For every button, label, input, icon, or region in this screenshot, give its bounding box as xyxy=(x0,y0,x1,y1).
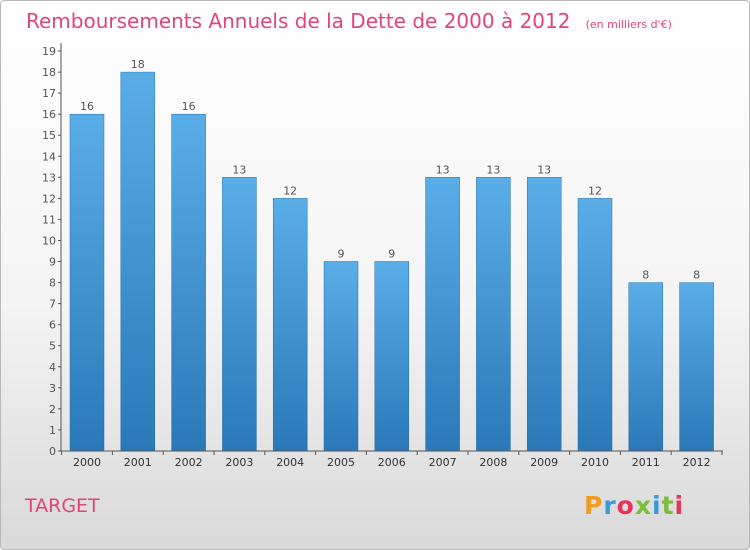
data-label-2010: 12 xyxy=(588,184,602,197)
location-label: TARGET xyxy=(25,495,100,517)
data-label-2000: 16 xyxy=(80,100,94,113)
bar-2009 xyxy=(526,177,562,452)
x-tick-label-2003: 2003 xyxy=(225,456,253,469)
x-tick-label-2011: 2011 xyxy=(632,456,660,469)
y-tick-label-5: 5 xyxy=(49,340,56,353)
data-label-2012: 8 xyxy=(693,269,700,282)
bar-2007 xyxy=(425,177,460,452)
logo-letter: P xyxy=(584,491,604,520)
y-tick-label-2: 2 xyxy=(49,403,56,416)
y-tick-label-12: 12 xyxy=(42,192,56,205)
x-tick-label-2007: 2007 xyxy=(429,456,457,469)
bar-2008 xyxy=(476,177,511,452)
y-tick-label-14: 14 xyxy=(42,150,56,163)
bar-2010 xyxy=(577,198,613,452)
y-tick-label-3: 3 xyxy=(49,382,56,395)
x-tick-label-2006: 2006 xyxy=(378,456,406,469)
data-label-2004: 12 xyxy=(283,184,297,197)
logo-letter: r xyxy=(603,491,617,520)
bar-2003 xyxy=(222,177,257,452)
data-label-2001: 18 xyxy=(131,58,145,71)
y-tick-label-19: 19 xyxy=(42,45,56,58)
chart-subtitle: (en milliers d'€) xyxy=(585,18,672,31)
chart-title: Remboursements Annuels de la Dette de 20… xyxy=(26,9,571,33)
y-tick-label-13: 13 xyxy=(42,171,56,184)
logo-letter: o xyxy=(616,491,635,520)
y-tick-label-10: 10 xyxy=(42,235,56,248)
data-label-2007: 13 xyxy=(436,163,450,176)
logo-letter: i xyxy=(674,491,685,520)
x-tick-label-2009: 2009 xyxy=(530,456,558,469)
bar-2002 xyxy=(171,113,206,452)
data-label-2002: 16 xyxy=(182,100,196,113)
x-tick-label-2012: 2012 xyxy=(683,456,711,469)
proxiti-logo[interactable]: Proxiti xyxy=(584,491,684,520)
y-tick-label-11: 11 xyxy=(42,213,56,226)
y-tick-label-15: 15 xyxy=(42,129,56,142)
axis-group: 2000 2001 2002 2003 2004 2005 2006 2007 2008 2009… xyxy=(42,43,723,469)
x-tick-label-2005: 2005 xyxy=(327,456,355,469)
data-label-2005: 9 xyxy=(338,248,345,261)
bar-2012 xyxy=(679,282,714,452)
y-tick-label-6: 6 xyxy=(49,319,56,332)
y-tick-label-0: 0 xyxy=(49,445,56,458)
bar-2005 xyxy=(323,261,359,452)
x-tick-label-2002: 2002 xyxy=(175,456,203,469)
x-tick-label-2008: 2008 xyxy=(479,456,507,469)
data-label-2011: 8 xyxy=(642,269,649,282)
data-label-2006: 9 xyxy=(388,248,395,261)
bar-2004 xyxy=(272,198,308,452)
y-tick-label-8: 8 xyxy=(49,277,56,290)
x-tick-label-2004: 2004 xyxy=(276,456,304,469)
data-label-2009: 13 xyxy=(537,163,551,176)
y-tick-label-17: 17 xyxy=(42,87,56,100)
x-tick-label-2000: 2000 xyxy=(73,456,101,469)
title-row: Remboursements Annuels de la Dette de 20… xyxy=(26,9,672,33)
logo-letter: i xyxy=(652,491,662,520)
y-tick-label-16: 16 xyxy=(42,108,56,121)
bar-2000 xyxy=(69,113,105,452)
logo-letter: x xyxy=(634,491,652,520)
x-tick-label-2001: 2001 xyxy=(124,456,152,469)
data-label-2003: 13 xyxy=(232,163,246,176)
bar-2011 xyxy=(628,282,664,452)
y-tick-label-4: 4 xyxy=(49,361,56,374)
bars-group: 16 18 16 13 12 9 9 13 13 13 12 8 8 xyxy=(69,58,714,452)
y-tick-label-7: 7 xyxy=(49,298,56,311)
bar-2006 xyxy=(374,261,410,452)
y-tick-label-9: 9 xyxy=(49,256,56,269)
y-tick-label-18: 18 xyxy=(42,66,56,79)
logo-letter: t xyxy=(661,491,675,520)
x-tick-label-2010: 2010 xyxy=(581,456,609,469)
bar-2001 xyxy=(120,71,156,452)
y-tick-label-1: 1 xyxy=(49,424,56,437)
data-label-2008: 13 xyxy=(486,163,500,176)
